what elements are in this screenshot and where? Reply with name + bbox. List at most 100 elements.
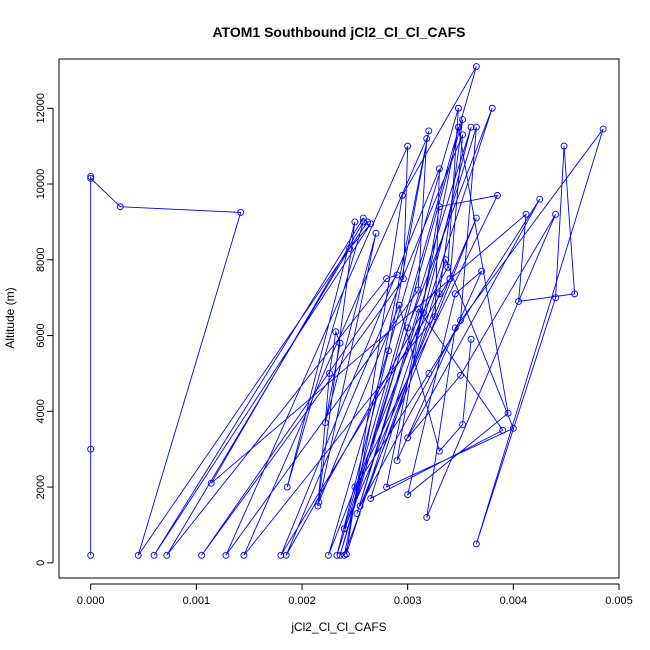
y-axis: 0 2000 4000 6000 8000 10000 12000 [35, 93, 54, 566]
data-point [478, 267, 486, 275]
data-point [398, 191, 406, 199]
data-point [488, 104, 496, 112]
x-tick-label: 0.005 [605, 595, 633, 607]
data-point [467, 123, 475, 131]
data-point [504, 409, 512, 417]
data-point [163, 551, 171, 559]
data-point [515, 298, 523, 305]
x-axis-label: jCl2_Cl_Cl_CAFS [290, 620, 386, 634]
data-point [435, 203, 443, 211]
data-point [87, 551, 95, 559]
data-point [283, 483, 291, 491]
x-tick-label: 0.004 [500, 595, 528, 607]
series-lines [90, 66, 604, 556]
data-point [423, 135, 431, 143]
data-point [400, 275, 407, 283]
data-point [435, 165, 443, 173]
data-point [560, 142, 568, 150]
data-point [342, 550, 350, 558]
data-point [423, 513, 431, 521]
data-point [395, 301, 403, 309]
data-point [198, 551, 206, 559]
data-point [134, 551, 142, 559]
y-tick-label: 2000 [35, 475, 47, 499]
data-point [324, 551, 332, 559]
data-point [442, 256, 450, 264]
data-point [356, 502, 364, 510]
data-point [351, 218, 359, 226]
data-point [351, 483, 359, 491]
data-point [321, 419, 329, 427]
data-point [446, 275, 454, 283]
data-point [494, 191, 501, 199]
data-point [431, 313, 439, 321]
data-point [472, 63, 480, 71]
data-point [457, 316, 464, 324]
data-point [336, 551, 344, 559]
data-point [372, 229, 380, 237]
data-point [414, 305, 422, 313]
data-point [467, 335, 475, 343]
data-point [240, 551, 248, 559]
y-tick-label: 6000 [35, 323, 47, 347]
x-axis: 0.000 0.001 0.002 0.003 0.004 0.005 [77, 583, 633, 607]
y-axis-label: Altitude (m) [3, 287, 17, 348]
data-point [87, 445, 95, 453]
data-point [393, 457, 401, 465]
y-tick-label: 10000 [35, 169, 47, 200]
data-point [333, 551, 341, 559]
data-point [454, 104, 462, 112]
data-point [414, 286, 422, 294]
data-point [346, 244, 354, 252]
data-point [552, 294, 560, 302]
chart-title: ATOM1 Southbound jCl2_Cl_Cl_CAFS [212, 24, 465, 40]
data-point [444, 263, 452, 271]
data-point [472, 540, 480, 548]
data-point [522, 210, 530, 218]
data-point [359, 214, 367, 222]
data-point [393, 271, 401, 279]
data-point [326, 369, 333, 377]
data-point [359, 218, 367, 226]
data-point [367, 495, 375, 502]
x-tick-label: 0.000 [77, 595, 105, 607]
data-point [340, 525, 348, 533]
data-point [87, 174, 95, 182]
x-tick-label: 0.001 [183, 595, 211, 607]
data-point [536, 195, 544, 203]
data-point [383, 275, 390, 283]
y-tick-label: 8000 [35, 248, 47, 272]
data-point [451, 290, 459, 298]
data-point [353, 510, 361, 518]
data-point [459, 116, 467, 124]
data-point [425, 369, 433, 377]
data-point [150, 551, 158, 559]
data-point [420, 309, 427, 317]
data-point [472, 123, 480, 131]
data-point [87, 172, 95, 180]
data-point [367, 220, 375, 228]
data-point [336, 339, 344, 347]
data-point [332, 328, 340, 336]
data-point [404, 142, 412, 150]
data-point [222, 551, 230, 559]
data-point [454, 123, 462, 131]
series-points [87, 63, 607, 559]
data-point [552, 210, 560, 218]
data-point [451, 324, 459, 332]
data-point [435, 447, 443, 455]
data-point [459, 131, 467, 139]
data-point [459, 421, 467, 429]
data-point [237, 208, 245, 216]
data-point [277, 551, 285, 559]
data-point [404, 434, 412, 442]
x-tick-label: 0.003 [394, 595, 422, 607]
data-point [435, 290, 443, 298]
data-point [404, 491, 412, 499]
data-point [383, 483, 390, 491]
y-tick-label: 12000 [35, 93, 47, 124]
data-point [282, 551, 290, 559]
data-point [116, 203, 124, 211]
data-point [457, 371, 464, 379]
